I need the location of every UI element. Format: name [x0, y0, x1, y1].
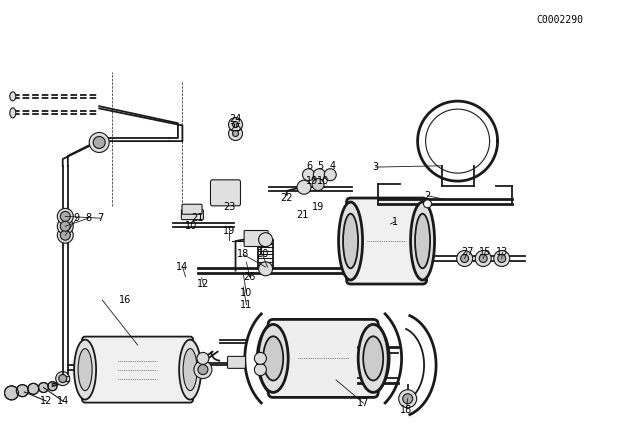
Circle shape: [403, 394, 413, 404]
Circle shape: [254, 353, 266, 364]
Circle shape: [475, 250, 492, 267]
Text: 10: 10: [240, 289, 253, 298]
FancyBboxPatch shape: [181, 210, 204, 220]
Text: 26: 26: [243, 272, 256, 282]
Circle shape: [228, 126, 243, 141]
Circle shape: [314, 169, 325, 181]
Circle shape: [38, 383, 49, 392]
Text: 15: 15: [479, 247, 492, 257]
Ellipse shape: [364, 336, 383, 380]
Text: 18: 18: [400, 405, 413, 415]
FancyBboxPatch shape: [227, 356, 246, 368]
Circle shape: [59, 375, 67, 383]
Text: 18: 18: [237, 250, 250, 259]
Text: 21: 21: [296, 210, 308, 220]
Text: 10: 10: [184, 221, 197, 231]
Circle shape: [60, 230, 70, 240]
Circle shape: [498, 254, 506, 263]
Text: 19: 19: [312, 202, 324, 212]
Ellipse shape: [263, 336, 283, 380]
Circle shape: [93, 137, 105, 148]
Circle shape: [28, 383, 39, 394]
Circle shape: [259, 262, 273, 276]
Circle shape: [58, 218, 73, 234]
Circle shape: [479, 254, 487, 263]
Ellipse shape: [10, 108, 16, 118]
Text: 27: 27: [461, 247, 474, 257]
Circle shape: [194, 361, 212, 379]
Text: 1: 1: [392, 217, 398, 227]
Circle shape: [48, 382, 57, 391]
Text: 14: 14: [176, 262, 189, 271]
Circle shape: [297, 180, 311, 194]
Text: 22: 22: [280, 194, 293, 203]
Text: 3: 3: [372, 162, 379, 172]
Circle shape: [312, 179, 324, 190]
Text: 2: 2: [424, 191, 431, 201]
Circle shape: [324, 169, 336, 181]
Text: 21: 21: [191, 213, 204, 223]
Text: 10: 10: [317, 177, 330, 186]
Text: 13: 13: [496, 247, 509, 257]
Circle shape: [232, 130, 239, 137]
Circle shape: [457, 250, 472, 267]
FancyBboxPatch shape: [182, 204, 202, 214]
Circle shape: [198, 365, 208, 375]
Text: 17: 17: [357, 398, 370, 408]
Ellipse shape: [179, 340, 201, 400]
Text: 9: 9: [74, 213, 80, 223]
Ellipse shape: [183, 349, 197, 391]
Text: 23: 23: [223, 202, 236, 212]
Ellipse shape: [358, 324, 388, 392]
Text: 25: 25: [229, 123, 242, 133]
Circle shape: [4, 386, 19, 400]
Text: 11: 11: [240, 300, 253, 310]
Text: 19: 19: [223, 226, 236, 236]
Text: 7: 7: [97, 213, 104, 223]
FancyBboxPatch shape: [268, 319, 378, 397]
Ellipse shape: [411, 202, 435, 280]
Ellipse shape: [343, 214, 358, 268]
Circle shape: [399, 390, 417, 408]
FancyBboxPatch shape: [211, 180, 241, 206]
Ellipse shape: [258, 324, 288, 392]
Text: 12: 12: [40, 396, 52, 406]
Text: 6: 6: [307, 161, 313, 171]
Ellipse shape: [10, 92, 16, 101]
Circle shape: [17, 385, 28, 396]
Circle shape: [197, 353, 209, 364]
FancyBboxPatch shape: [244, 231, 268, 246]
FancyBboxPatch shape: [82, 336, 193, 403]
Circle shape: [60, 211, 70, 221]
Ellipse shape: [415, 214, 430, 268]
FancyBboxPatch shape: [347, 198, 427, 284]
Circle shape: [89, 133, 109, 152]
Ellipse shape: [78, 349, 92, 391]
Text: C0002290: C0002290: [536, 15, 584, 25]
Text: 12: 12: [197, 280, 210, 289]
Text: 14: 14: [56, 396, 69, 406]
Circle shape: [56, 371, 70, 386]
Text: 20: 20: [256, 250, 269, 259]
Ellipse shape: [74, 340, 96, 400]
Text: 24: 24: [229, 114, 242, 124]
Circle shape: [303, 169, 314, 181]
Circle shape: [424, 200, 431, 208]
Text: 5: 5: [317, 161, 324, 171]
Ellipse shape: [339, 202, 362, 280]
Text: 8: 8: [85, 213, 92, 223]
Circle shape: [232, 121, 239, 128]
Text: 16: 16: [118, 295, 131, 305]
Text: 4: 4: [329, 161, 335, 171]
Circle shape: [254, 364, 266, 375]
Circle shape: [58, 227, 73, 243]
Circle shape: [60, 221, 70, 231]
Circle shape: [494, 250, 509, 267]
Circle shape: [259, 233, 273, 247]
Circle shape: [58, 208, 73, 224]
Circle shape: [461, 254, 468, 263]
Circle shape: [228, 117, 243, 132]
Text: 19: 19: [305, 177, 318, 186]
